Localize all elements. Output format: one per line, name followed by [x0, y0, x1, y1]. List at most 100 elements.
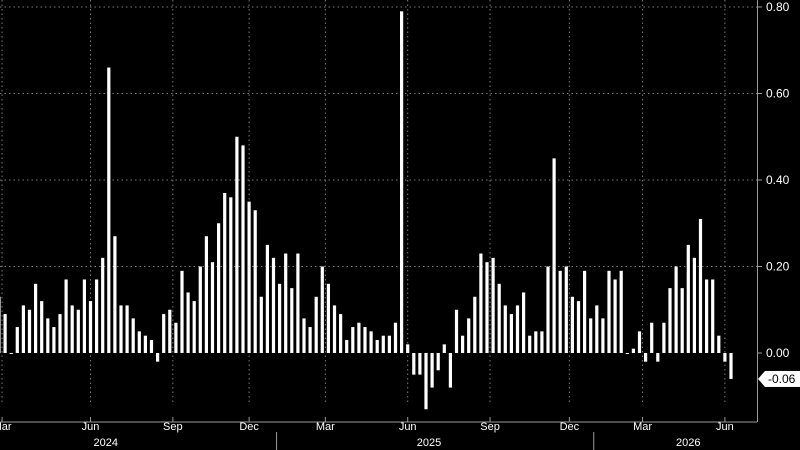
- bar: [509, 314, 513, 353]
- bar: [271, 257, 276, 353]
- bar: [424, 353, 428, 410]
- bar: [644, 353, 648, 362]
- x-tick-label: Jun: [716, 421, 734, 433]
- bar: [339, 314, 343, 353]
- bar: [546, 266, 550, 353]
- bar: [351, 327, 355, 353]
- bar: [400, 11, 404, 353]
- bar: [448, 353, 452, 388]
- bar: [534, 331, 538, 353]
- bar: [393, 322, 398, 353]
- bar: [387, 335, 391, 353]
- bar: [15, 327, 19, 353]
- bar: [46, 318, 50, 353]
- bar: [174, 322, 178, 353]
- bar: [253, 210, 257, 353]
- bar: [454, 309, 459, 353]
- bar: [601, 318, 605, 353]
- bar: [101, 257, 105, 353]
- bar: [156, 353, 160, 362]
- bar: [247, 201, 251, 353]
- bar: [650, 322, 654, 353]
- bar: [473, 296, 477, 353]
- bar: [613, 279, 617, 353]
- y-tick-label: 0.60: [766, 87, 790, 101]
- bar: [296, 253, 300, 353]
- bar: [485, 262, 489, 353]
- x-tick-label: Sep: [480, 421, 500, 433]
- last-value-callout: -0.06: [758, 370, 800, 387]
- year-label: 2025: [417, 437, 441, 449]
- bar: [88, 301, 93, 353]
- bar: [186, 292, 190, 353]
- bar: [705, 279, 709, 353]
- x-tick-label: Mar: [633, 421, 652, 433]
- x-tick-label: Dec: [239, 421, 259, 433]
- bar: [656, 353, 660, 362]
- x-axis: Mar Jun Sep Dec Mar Jun Sep Dec Mar Jun 2024 2025 20…: [0, 417, 757, 450]
- bar: [125, 305, 129, 353]
- bar: [223, 192, 227, 353]
- x-tick-label: Jun: [82, 421, 100, 433]
- bar: [589, 318, 593, 353]
- bar: [467, 318, 471, 353]
- bar: [34, 283, 38, 353]
- year-label: 2026: [676, 437, 700, 449]
- bar: [619, 270, 623, 353]
- bar: [21, 305, 25, 353]
- bar: [192, 301, 196, 353]
- bar: [442, 344, 446, 353]
- bar: [680, 288, 684, 353]
- bar: [674, 266, 678, 353]
- bar: [625, 353, 629, 354]
- bar: [723, 353, 727, 362]
- bar: [412, 353, 416, 375]
- bar: [314, 296, 318, 353]
- bar: [131, 318, 135, 353]
- x-tick-label: Dec: [560, 421, 580, 433]
- bar: [198, 266, 202, 353]
- year-label: 2024: [94, 437, 118, 449]
- bar: [381, 335, 385, 353]
- bar: [107, 67, 111, 354]
- bar: [210, 262, 215, 353]
- y-tick-label: 0.00: [766, 346, 790, 360]
- bar: [461, 335, 465, 353]
- bar: [290, 288, 294, 353]
- bar: [137, 331, 141, 353]
- bar: [711, 279, 715, 353]
- bar: [64, 279, 68, 353]
- bar: [515, 305, 520, 353]
- grid-layer: [0, 0, 757, 403]
- bar: [406, 344, 410, 353]
- bar: [143, 335, 147, 353]
- bar: [522, 292, 526, 353]
- bar: [320, 266, 324, 353]
- bar: [540, 331, 544, 353]
- bar: [40, 301, 44, 353]
- bar: [27, 309, 32, 353]
- bar: [479, 253, 483, 353]
- bar: [82, 279, 86, 353]
- bar: [552, 158, 556, 353]
- bar: [430, 353, 434, 388]
- bars-layer: [0, 11, 733, 410]
- bar: [497, 283, 501, 353]
- y-tick-label: 0.20: [766, 260, 790, 274]
- bar: [0, 296, 1, 353]
- bar: [76, 309, 80, 353]
- bar: [528, 335, 532, 353]
- bar: [168, 309, 172, 353]
- bar: [607, 270, 611, 353]
- bar: [363, 327, 367, 353]
- y-tick-label: 0.40: [766, 173, 790, 187]
- bar: [692, 257, 696, 353]
- bar: [698, 218, 703, 353]
- bar: [95, 279, 99, 353]
- bar: [162, 314, 166, 353]
- bar: [180, 270, 184, 353]
- bar: [668, 288, 672, 353]
- bar: [436, 353, 440, 371]
